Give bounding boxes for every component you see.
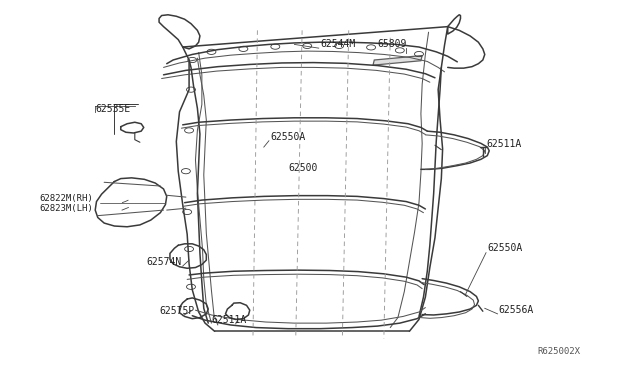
Text: 62574N: 62574N <box>147 257 182 267</box>
Text: 62544M: 62544M <box>320 39 355 49</box>
Text: 62556A: 62556A <box>499 305 534 315</box>
Text: 62550A: 62550A <box>487 243 523 253</box>
Text: R625002X: R625002X <box>537 347 580 356</box>
Text: 62550A: 62550A <box>270 132 305 141</box>
Text: 65809: 65809 <box>378 39 407 49</box>
Text: 62823M(LH): 62823M(LH) <box>39 204 93 213</box>
Polygon shape <box>373 55 422 65</box>
Text: 62575P: 62575P <box>159 307 195 317</box>
Text: 62511A: 62511A <box>486 139 522 149</box>
Text: 62822M(RH): 62822M(RH) <box>39 194 93 203</box>
Text: 62535E: 62535E <box>95 104 131 114</box>
Text: 62511A: 62511A <box>211 315 246 325</box>
Text: 62500: 62500 <box>288 163 317 173</box>
